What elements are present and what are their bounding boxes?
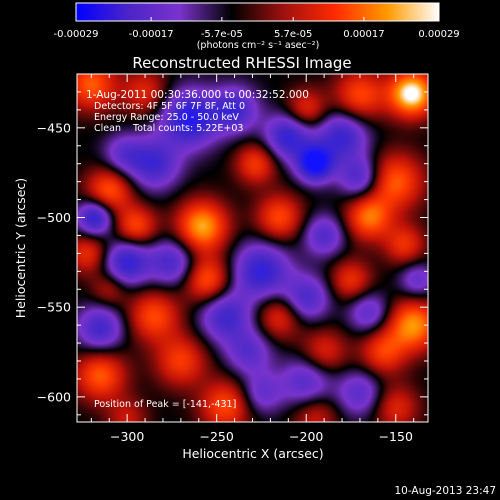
- colorbar-ticks: -0.00029 -0.00017 -5.7e-05 5.7e-05 0.00017 0.…: [54, 17, 460, 40]
- annotation-peak-position: Position of Peak = [-141,-431]: [94, 399, 236, 410]
- annotation-detectors: Detectors: 4F 5F 6F 7F 8F, Att 0: [94, 101, 245, 112]
- x-tick-label: −300: [110, 429, 144, 444]
- axis-ticks: −300 −250 −200 −150 −450 −500 −550 −600: [37, 73, 428, 444]
- colorbar-tick-label: 0.00017: [343, 29, 384, 40]
- colorbar: -0.00029 -0.00017 -5.7e-05 5.7e-05 0.00017 0.…: [54, 2, 460, 51]
- colorbar-tick-label: -0.00017: [129, 29, 174, 40]
- y-tick-label: −450: [37, 120, 71, 135]
- colorbar-tick-label: -5.7e-05: [201, 29, 243, 40]
- heatmap-image: [77, 74, 428, 422]
- x-tick-label: −250: [200, 429, 234, 444]
- y-tick-label: −500: [37, 210, 71, 225]
- y-tick-label: −600: [37, 389, 71, 404]
- annotation-clean-counts: Clean Total counts: 5.22E+03: [94, 123, 243, 134]
- y-axis-label: Heliocentric Y (arcsec): [13, 178, 28, 318]
- colorbar-tick-label: 5.7e-05: [274, 29, 312, 40]
- x-tick-label: −150: [379, 429, 413, 444]
- y-tick-label: −550: [37, 300, 71, 315]
- colorbar-unit-label: (photons cm⁻² s⁻¹ asec⁻²): [197, 40, 320, 51]
- annotation-energy-range: Energy Range: 25.0 - 50.0 keV: [94, 112, 239, 123]
- colorbar-tick-label: -0.00029: [54, 29, 99, 40]
- x-tick-label: −200: [289, 429, 323, 444]
- annotation-time-range: 1-Aug-2011 00:30:36.000 to 00:32:52.000: [86, 89, 309, 101]
- annotations: 1-Aug-2011 00:30:36.000 to 00:32:52.000 …: [86, 89, 309, 410]
- plot-area: −300 −250 −200 −150 −450 −500 −550 −600: [37, 73, 429, 444]
- x-axis-label: Heliocentric X (arcsec): [182, 446, 323, 461]
- chart-title: Reconstructed RHESSI Image: [132, 54, 351, 72]
- colorbar-gradient: [75, 2, 440, 22]
- colorbar-tick-label: 0.00029: [418, 29, 459, 40]
- footer-timestamp: 10-Aug-2013 23:47: [394, 485, 496, 497]
